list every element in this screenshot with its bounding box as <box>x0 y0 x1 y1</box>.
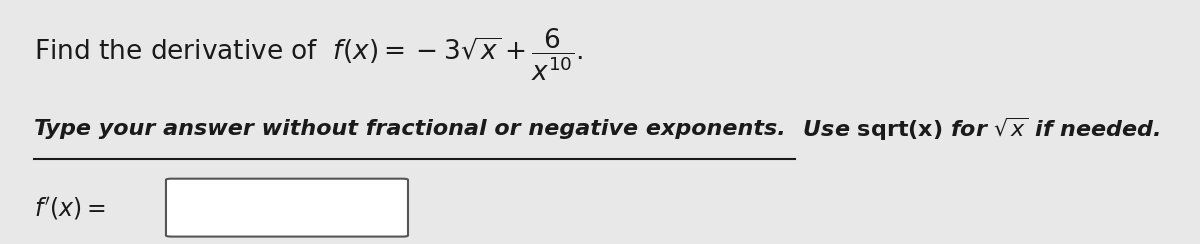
Text: Find the derivative of  $f(x) = -3\sqrt{x} + \dfrac{6}{x^{10}}.$: Find the derivative of $f(x) = -3\sqrt{x… <box>34 26 583 83</box>
FancyBboxPatch shape <box>166 179 408 237</box>
Text: Type your answer without fractional or negative exponents.: Type your answer without fractional or n… <box>34 119 786 139</box>
Text: Use $\mathbf{sqrt(x)}$ for $\sqrt{x}$ if needed.: Use $\mathbf{sqrt(x)}$ for $\sqrt{x}$ if… <box>796 116 1160 143</box>
Text: $f'(x) =$: $f'(x) =$ <box>34 195 106 222</box>
